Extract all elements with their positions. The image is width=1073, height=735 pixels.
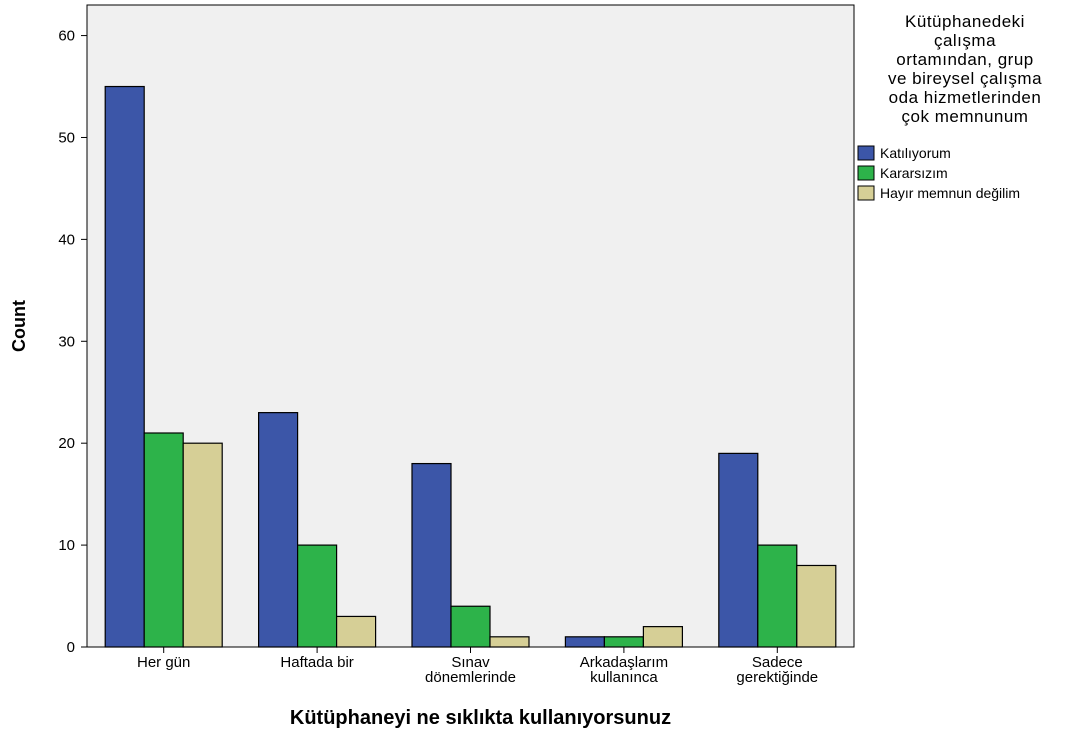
legend-swatch [857,145,875,161]
legend-label: Kararsızım [880,165,948,181]
bar [603,636,645,648]
bar [411,462,452,648]
bar [450,605,491,648]
x-axis: Her gün Haftada bir Sınav dönemlerinde Arkad… [137,647,818,686]
y-tick-label: 10 [58,537,75,554]
bar [564,636,606,648]
y-tick-label: 20 [58,435,75,452]
y-axis: 0 10 20 30 40 50 60 [58,28,87,656]
x-axis-title: Kütüphaneyi ne sıklıkta kullanıyorsunuz [290,707,671,729]
x-tick-label: Sınav dönemlerinde [425,654,516,686]
x-tick-label: Her gün [137,654,190,671]
legend-swatch [857,165,875,181]
x-tick-label: Arkadaşlarım kullanınca [580,654,668,686]
y-axis-title: Count [9,300,29,352]
y-tick-label: 60 [58,28,75,45]
y-tick-label: 0 [67,639,75,656]
bar [258,412,299,648]
bar [796,564,837,648]
legend-title: Kütüphanedeki çalışma ortamından, grup ve b… [888,12,1042,126]
bar [104,85,145,648]
y-tick-label: 40 [58,231,75,248]
bar [718,452,759,648]
bar [757,544,798,648]
x-tick-label: Haftada bir [280,654,353,671]
legend-label: Hayır memnun değilim [880,185,1020,201]
legend-label: Katılıyorum [880,145,951,161]
bar [182,442,223,648]
bar [336,615,377,648]
bar [489,636,530,648]
x-tick-label: Sadece gerektiğinde [736,654,818,686]
legend: Kütüphanedeki çalışma ortamından, grup ve b… [857,12,1042,201]
bar [143,432,184,648]
legend-swatch [857,185,875,201]
bar [297,544,338,648]
y-tick-label: 50 [58,129,75,146]
y-tick-label: 30 [58,333,75,350]
bar [642,626,684,648]
bars-group [104,85,837,648]
